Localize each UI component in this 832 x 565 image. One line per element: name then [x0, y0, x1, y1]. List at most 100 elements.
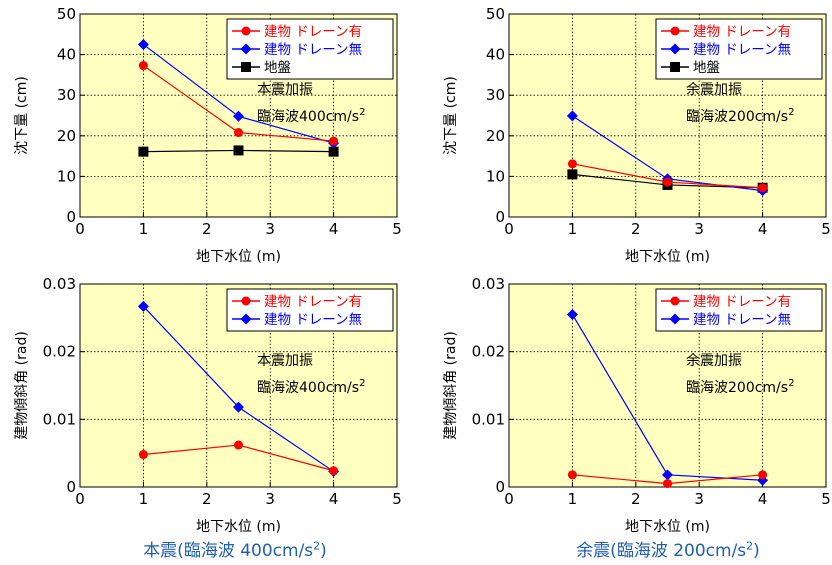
- legend-label: 建物 ドレーン有: [693, 294, 791, 310]
- annotation-sup: 2: [359, 378, 365, 389]
- annotation-text: 臨海波200cm/s: [686, 109, 788, 125]
- x-tick-label: 4: [758, 490, 768, 508]
- legend-marker: [670, 26, 680, 36]
- legend-label: 建物 ドレーン有: [693, 24, 791, 40]
- data-point: [138, 146, 149, 157]
- annotation-text: 臨海波400cm/s: [257, 109, 359, 125]
- annotation-line-2: 臨海波200cm/s2: [686, 107, 794, 125]
- legend-marker: [241, 62, 251, 72]
- chart-panel-4: 0 1 2 3 4 5 0 0.01 0.02 0.03 地下水位 (m) 建物傾斜角 (rad) 建物…: [443, 275, 831, 535]
- y-tick-label: 30: [57, 86, 76, 104]
- data-point: [329, 136, 339, 146]
- legend-marker: [240, 43, 252, 55]
- data-point: [138, 61, 148, 71]
- data-point: [567, 159, 577, 169]
- legend-label: 建物 ドレーン有: [264, 24, 362, 40]
- caption-aftershock-text: 余震(臨海波 200cm/s: [576, 541, 747, 561]
- caption-aftershock-close: ): [753, 541, 760, 561]
- series-1: [567, 470, 768, 489]
- annotation-line-2: 臨海波400cm/s2: [257, 378, 365, 396]
- y-tick-label: 40: [57, 46, 76, 64]
- y-tick-label: 50: [486, 5, 505, 23]
- annotation-line-1: 余震加振: [686, 352, 742, 369]
- x-axis-label: 地下水位 (m): [196, 519, 281, 535]
- legend-label: 建物 ドレーン無: [264, 312, 362, 328]
- x-tick-label: 1: [568, 490, 578, 508]
- data-point: [758, 470, 768, 480]
- x-tick-label: 4: [329, 490, 339, 508]
- annotation-sup: 2: [788, 107, 794, 118]
- annotation-line-1: 本震加振: [257, 353, 313, 369]
- data-point: [138, 450, 148, 460]
- annotation-sup: 2: [359, 107, 365, 118]
- annotation-line-2: 臨海波400cm/s2: [257, 107, 365, 125]
- x-tick-label: 2: [202, 490, 212, 508]
- y-tick-label: 0.02: [43, 343, 76, 361]
- plot-frame: [79, 13, 398, 218]
- y-tick-label: 0.01: [43, 410, 76, 428]
- series-1: [138, 61, 339, 146]
- x-tick-label: 0: [504, 220, 514, 238]
- x-axis-label: 地下水位 (m): [196, 249, 281, 265]
- x-tick-label: 5: [392, 220, 402, 238]
- legend-box: [226, 288, 394, 332]
- data-point: [662, 469, 673, 481]
- legend-marker: [669, 313, 681, 325]
- caption-aftershock: 余震(臨海波 200cm/s2): [518, 536, 818, 561]
- y-axis-label: 沈下量 (cm): [14, 76, 30, 155]
- y-tick-label: 40: [486, 46, 505, 64]
- data-point: [137, 300, 149, 312]
- x-tick-label: 5: [392, 490, 402, 508]
- y-tick-label: 0.01: [472, 410, 505, 428]
- annotation-line-1: 本震加振: [257, 82, 313, 98]
- y-axis-label: 建物傾斜角 (rad): [443, 331, 459, 440]
- x-tick-label: 0: [75, 490, 85, 508]
- x-tick-label: 2: [631, 490, 641, 508]
- legend-marker: [241, 296, 251, 306]
- legend-label: 地盤: [264, 60, 291, 76]
- data-point: [329, 466, 339, 476]
- legend-marker: [240, 313, 252, 325]
- data-point: [233, 110, 244, 122]
- x-tick-label: 5: [821, 490, 831, 508]
- x-tick-label: 3: [694, 220, 704, 238]
- x-tick-label: 0: [504, 490, 514, 508]
- x-tick-label: 0: [75, 220, 85, 238]
- annotation-text: 臨海波200cm/s: [686, 380, 788, 396]
- legend-marker: [670, 296, 680, 306]
- x-tick-label: 3: [265, 220, 275, 238]
- x-tick-label: 4: [758, 220, 768, 238]
- legend-marker: [669, 43, 681, 55]
- caption-mainshock: 本震(臨海波 400cm/s2): [85, 536, 385, 561]
- y-tick-label: 0: [495, 478, 505, 496]
- x-tick-label: 3: [265, 490, 275, 508]
- data-point: [566, 308, 578, 320]
- data-point: [234, 440, 243, 450]
- legend-label: 建物 ドレーン無: [693, 42, 791, 58]
- series-2: [566, 308, 769, 486]
- data-point: [233, 401, 244, 413]
- x-tick-label: 1: [139, 220, 149, 238]
- x-tick-label: 3: [694, 490, 704, 508]
- data-point: [567, 470, 577, 480]
- caption-aftershock-sup: 2: [746, 539, 754, 553]
- legend-label: 地盤: [693, 60, 721, 76]
- y-tick-label: 10: [486, 167, 505, 185]
- x-tick-label: 5: [821, 220, 831, 238]
- y-tick-label: 0.02: [472, 343, 505, 361]
- data-point: [663, 177, 672, 187]
- y-tick-label: 10: [57, 167, 76, 185]
- y-tick-label: 0.03: [472, 275, 505, 293]
- x-tick-label: 2: [202, 220, 212, 238]
- legend-marker: [241, 26, 251, 36]
- caption-mainshock-close: ): [320, 541, 327, 561]
- caption-mainshock-text: 本震(臨海波 400cm/s: [143, 541, 314, 561]
- annotation-line-2: 臨海波200cm/s2: [686, 378, 794, 396]
- series-3: [138, 145, 339, 157]
- annotation-text: 臨海波400cm/s: [257, 380, 359, 396]
- caption-mainshock-sup: 2: [313, 539, 321, 553]
